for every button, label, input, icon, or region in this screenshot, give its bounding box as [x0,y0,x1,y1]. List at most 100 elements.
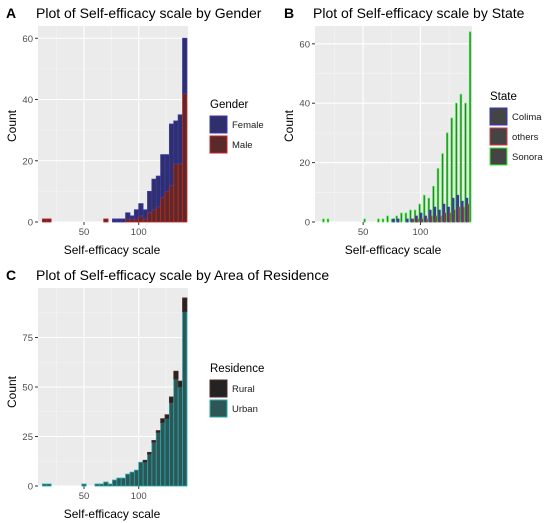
bar-female [173,120,179,165]
bar-rural [142,459,148,463]
bar-male [151,209,157,223]
bar-male [155,206,162,223]
bar-sonora [436,168,440,223]
bar-urban [164,418,170,487]
bar-colima [397,218,400,223]
bar-colima [433,206,437,223]
y-axis-title-residence: Count [5,375,19,408]
chart-title-residence: Plot of Self-efficacy scale by Area of R… [36,267,329,283]
legend-label-urban: Urban [232,404,258,415]
legend-residence: Residence Rural Urban [209,363,264,418]
bar-sonora [400,212,403,223]
bar-urban [142,461,148,487]
x-tick-label: 100 [413,227,429,238]
bar-sonora [404,212,408,223]
bar-sonora [363,218,366,223]
bar-urban [103,481,109,487]
bar-female [160,154,166,198]
bar-urban [107,483,113,487]
bar-female [151,178,157,211]
x-tick-label: 100 [131,491,147,502]
bar-urban [120,477,126,487]
bar-urban [168,402,175,487]
y-tick-label: 25 [22,432,33,443]
bar-urban [94,483,100,487]
bar-male [142,218,148,223]
plot-area-state: 0 20 40 60 50 100 [299,26,472,238]
bar-rural [160,418,166,424]
x-axis-title-gender: Self-efficacy scale [64,243,161,257]
bar-female [142,209,148,220]
bar-urban [173,378,179,487]
bars-gender [41,37,188,223]
legend-title-residence: Residence [210,363,264,375]
y-tick-label: 40 [22,95,33,106]
x-axis-title-state: Self-efficacy scale [345,243,442,257]
legend-key-others [489,127,508,146]
bar-rural [173,370,179,380]
bar-female [177,114,183,165]
x-tick-label: 50 [79,491,90,502]
bar-female [182,37,188,94]
y-axis-title-gender: Count [5,109,19,142]
y-tick-label: 0 [28,218,33,229]
legend-label-sonora: Sonora [512,152,543,163]
bar-sonora [446,132,449,223]
bar-sonora [377,218,380,223]
bar-sonora [464,102,467,223]
bar-rural [155,430,162,433]
bar-urban [41,483,48,487]
y-tick-label: 60 [22,34,33,45]
bar-male [182,92,188,223]
y-tick-label: 20 [22,156,33,167]
bar-urban [151,442,157,487]
bar-urban [125,473,131,487]
bar-male [133,218,140,223]
legend-key-rural [209,379,228,398]
bar-female [164,154,170,192]
x-axis-title-residence: Self-efficacy scale [64,507,161,521]
bar-colima [406,218,409,223]
bar-urban [133,469,140,487]
legend-key-urban [209,399,228,418]
legend-label-rural: Rural [232,384,255,395]
bar-sonora [450,117,453,223]
y-tick-label: 0 [28,482,33,493]
bar-urban [160,422,166,487]
bar-male [129,218,135,223]
bar-male [41,218,48,223]
bar-male [173,163,179,223]
bar-female [112,218,118,223]
x-tick-label: 50 [358,227,369,238]
bar-female [129,215,135,220]
legend-label-colima: Colima [512,112,542,123]
bar-urban [147,453,153,487]
legend-key-colima [489,107,508,126]
bar-sonora [441,153,444,223]
bar-urban [177,386,183,487]
bar-rural [147,451,153,455]
bar-urban [155,432,162,487]
bar-female [138,203,144,217]
panel-label-b: B [284,5,294,21]
y-tick-label: 0 [305,218,310,229]
bar-sonora [326,218,330,223]
bar-urban [129,471,135,487]
y-tick-label: 60 [299,39,310,50]
bar-colima [392,218,395,223]
bar-female [125,212,131,220]
legend-title-state: State [490,91,517,103]
panel-label-c: C [6,267,16,283]
bar-rural [168,396,175,404]
bar-male [103,218,109,223]
chart-title-state: Plot of Self-efficacy scale by State [313,5,525,21]
y-axis-title-state: Count [282,109,296,142]
bar-sonora [381,218,385,223]
x-tick-label: 100 [131,227,147,238]
bars-state [322,31,472,223]
plot-background [315,26,472,222]
bar-male [177,163,183,223]
bar-urban [98,483,105,487]
legend-key-male [209,135,228,154]
